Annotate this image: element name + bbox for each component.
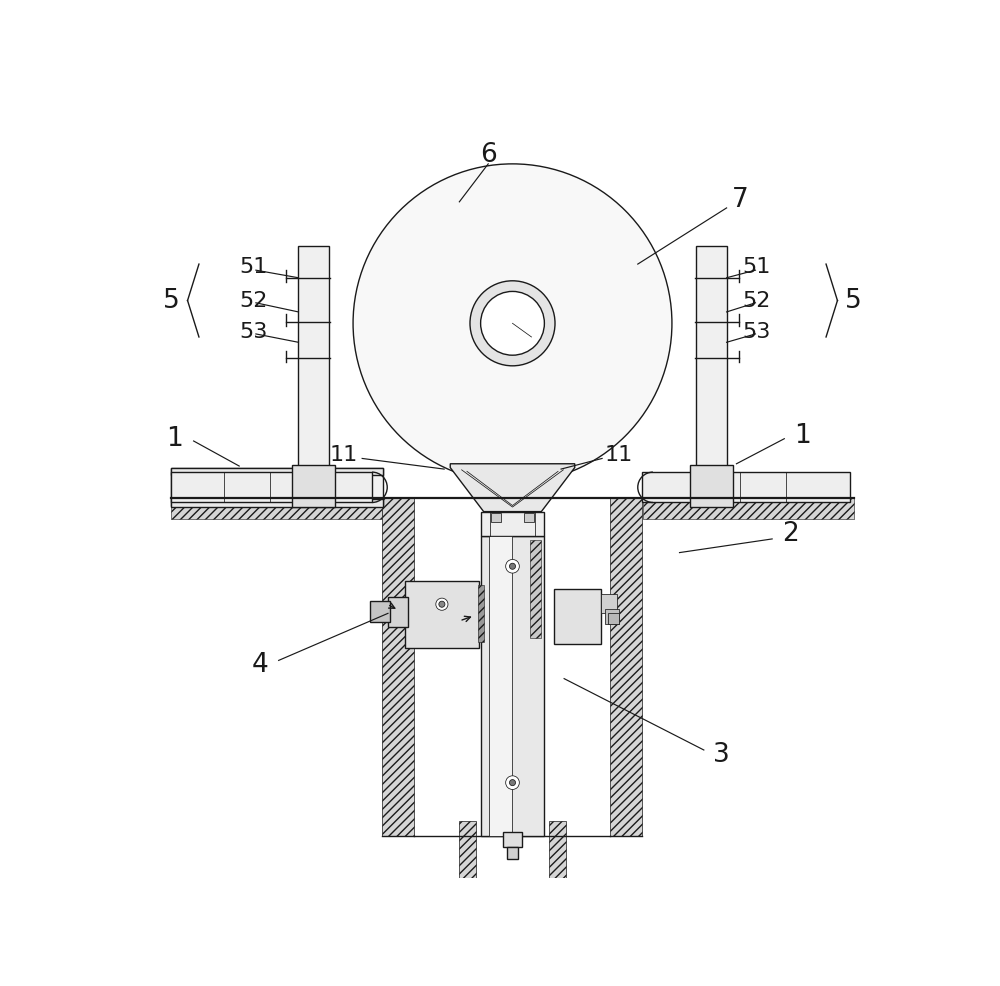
Text: 2: 2 (782, 522, 799, 547)
Circle shape (353, 164, 672, 483)
Bar (696, 246, 727, 487)
Bar (478, 586, 484, 642)
Bar (171, 472, 372, 503)
Circle shape (481, 292, 544, 355)
Circle shape (470, 281, 555, 366)
Bar (530, 539, 541, 638)
Bar (524, 513, 534, 523)
Text: 52: 52 (742, 291, 771, 311)
Bar (481, 512, 544, 536)
Bar (549, 820, 566, 881)
Text: 1: 1 (166, 426, 183, 452)
Text: 4: 4 (252, 652, 269, 678)
Bar (605, 608, 619, 624)
Bar (608, 613, 619, 624)
Bar (414, 498, 610, 866)
Bar (459, 820, 476, 881)
Text: 11: 11 (605, 446, 633, 465)
Bar (554, 589, 601, 644)
Circle shape (506, 776, 519, 790)
Bar (171, 500, 383, 507)
Bar (507, 847, 518, 859)
Text: 51: 51 (742, 257, 771, 277)
Bar (370, 601, 390, 622)
Polygon shape (450, 463, 575, 512)
Bar (642, 472, 850, 503)
Text: 5: 5 (845, 288, 862, 314)
Bar (503, 832, 522, 847)
Text: 11: 11 (330, 446, 358, 465)
Text: 51: 51 (239, 257, 268, 277)
Text: 5: 5 (163, 288, 180, 314)
Bar (405, 582, 479, 648)
Text: 6: 6 (480, 142, 497, 168)
Circle shape (506, 559, 519, 573)
Circle shape (439, 601, 445, 607)
Bar (292, 464, 335, 507)
Text: 7: 7 (732, 187, 749, 213)
Bar (171, 467, 383, 506)
Bar (298, 246, 329, 487)
Bar (601, 594, 617, 612)
Bar (610, 498, 642, 836)
Bar (382, 498, 414, 836)
Circle shape (509, 780, 516, 786)
Bar (690, 464, 733, 507)
Bar (388, 597, 408, 627)
Circle shape (509, 563, 516, 569)
Bar (171, 467, 383, 475)
Bar (489, 536, 512, 836)
Text: 1: 1 (794, 423, 811, 449)
Bar (491, 513, 501, 523)
Bar (481, 536, 544, 836)
Bar (643, 498, 854, 520)
Circle shape (436, 599, 448, 610)
Text: 53: 53 (239, 322, 268, 342)
Text: 52: 52 (239, 291, 268, 311)
Text: 53: 53 (742, 322, 771, 342)
Bar (171, 498, 382, 520)
Text: 3: 3 (713, 741, 730, 767)
